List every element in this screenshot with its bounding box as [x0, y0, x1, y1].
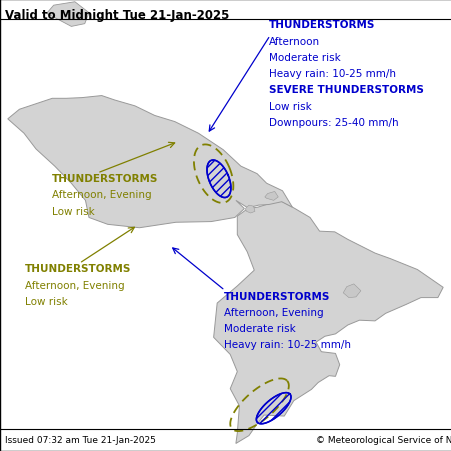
Polygon shape: [8, 97, 292, 228]
Text: Moderate risk: Moderate risk: [268, 53, 340, 63]
Text: © Meteorological Service of New Zealand Ltd  ®: © Meteorological Service of New Zealand …: [316, 435, 451, 444]
Text: Afternoon: Afternoon: [268, 37, 319, 46]
Text: Heavy rain: 10-25 mm/h: Heavy rain: 10-25 mm/h: [268, 69, 395, 79]
Text: THUNDERSTORMS: THUNDERSTORMS: [268, 20, 374, 30]
Text: Moderate risk: Moderate risk: [223, 323, 295, 333]
Text: Heavy rain: 10-25 mm/h: Heavy rain: 10-25 mm/h: [223, 340, 350, 350]
Text: Low risk: Low risk: [268, 101, 311, 111]
Text: THUNDERSTORMS: THUNDERSTORMS: [223, 291, 329, 301]
Text: THUNDERSTORMS: THUNDERSTORMS: [25, 264, 131, 274]
Text: THUNDERSTORMS: THUNDERSTORMS: [52, 174, 158, 184]
Polygon shape: [46, 3, 89, 28]
Text: Valid to Midnight Tue 21-Jan-2025: Valid to Midnight Tue 21-Jan-2025: [5, 9, 228, 22]
Polygon shape: [264, 192, 278, 201]
Text: Issued 07:32 am Tue 21-Jan-2025: Issued 07:32 am Tue 21-Jan-2025: [5, 435, 155, 444]
Polygon shape: [213, 201, 442, 443]
Text: Afternoon, Evening: Afternoon, Evening: [223, 307, 322, 317]
Polygon shape: [342, 284, 360, 298]
Polygon shape: [245, 206, 254, 213]
Text: Afternoon, Evening: Afternoon, Evening: [52, 190, 151, 200]
Text: Low risk: Low risk: [52, 206, 95, 216]
Text: SEVERE THUNDERSTORMS: SEVERE THUNDERSTORMS: [268, 85, 423, 95]
Text: Downpours: 25-40 mm/h: Downpours: 25-40 mm/h: [268, 118, 398, 128]
Text: Afternoon, Evening: Afternoon, Evening: [25, 280, 124, 290]
Text: Low risk: Low risk: [25, 296, 68, 306]
